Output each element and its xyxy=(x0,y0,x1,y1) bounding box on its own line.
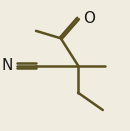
Text: N: N xyxy=(1,58,12,73)
Text: O: O xyxy=(83,11,95,26)
